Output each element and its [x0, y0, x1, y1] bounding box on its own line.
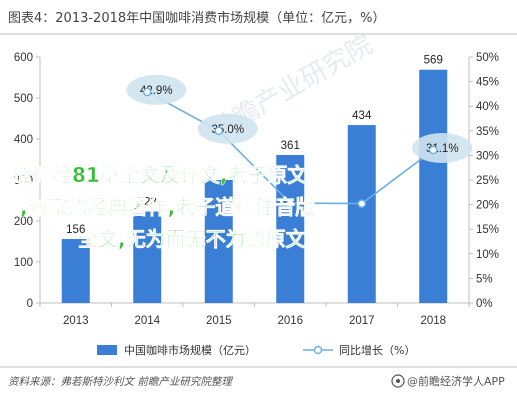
growth-point: [285, 198, 295, 208]
brand-label: @前瞻经济学人APP: [407, 374, 505, 388]
bar: [133, 211, 162, 303]
growth-point: [142, 87, 152, 97]
plot-area: 0 100 200 300 400 500 600 0% 5% 10% 15% 20% 25% 30% 35…: [14, 52, 499, 327]
x-tick-label: 2014: [134, 315, 160, 327]
overlay-line-3: 全文,无为而无不为的原文: [77, 227, 307, 251]
growth-label-bubble: [126, 74, 187, 105]
overlay-line-2: ,道家的经典著作,老子道德注音版: [20, 195, 315, 219]
x-tick-label: 2016: [277, 315, 303, 327]
overlay-banner: 道德经81章全文及译文,老子原文 ,道家的经典著作,老子道德注音版 全文,无为而…: [12, 163, 316, 252]
y-right-tick-label: 25%: [476, 175, 499, 187]
bar-value-label: 223: [138, 197, 157, 209]
bar: [61, 239, 90, 303]
y-right-tick-label: 45%: [476, 77, 499, 89]
growth-label-bubble: [197, 113, 258, 144]
y-right-tick-label: 50%: [476, 52, 499, 64]
y-right-tick-label: 35%: [476, 126, 499, 138]
legend-line-marker: [313, 345, 323, 355]
y-right-tick-label: 5%: [476, 273, 493, 285]
growth-label-bubble: [412, 132, 473, 163]
bar-value-label: 569: [424, 55, 443, 67]
bar: [276, 154, 305, 303]
legend-bar-label: 中国咖啡市场规模（亿元）: [124, 343, 256, 357]
legend: 中国咖啡市场规模（亿元） 同比增长（%）: [97, 343, 415, 357]
legend-bar-swatch: [97, 345, 117, 355]
source-note: 资料来源：弗若斯特沙利文 前瞻产业研究院整理: [8, 376, 233, 388]
x-tick-label: 2017: [349, 315, 375, 327]
x-tick-label: 2015: [206, 315, 232, 327]
overlay-line-1: 道德经81章全文及译文,老子原文: [12, 163, 308, 187]
x-tick-label: 2013: [63, 315, 89, 327]
y-left-tick-label: 0: [27, 298, 33, 310]
y-right-tick-label: 30%: [476, 150, 499, 162]
y-left-tick-label: 600: [14, 52, 33, 64]
y-right-tick-label: 40%: [476, 101, 499, 113]
x-tick-label: 2018: [420, 315, 446, 327]
bar: [347, 125, 376, 303]
bar-value-label: 156: [66, 224, 85, 236]
growth-point: [214, 126, 224, 136]
bar-value-label: 361: [281, 140, 300, 152]
y-left-tick-label: 500: [14, 93, 33, 105]
bar: [204, 180, 233, 303]
y-left-tick-label: 200: [14, 216, 33, 228]
y-left-tick-label: 400: [14, 134, 33, 146]
bar: [419, 69, 448, 304]
chart-title: 图表4：2013-2018年中国咖啡消费市场规模（单位：亿元，%）: [8, 10, 385, 26]
y-right-tick-label: 20%: [476, 200, 499, 212]
growth-point: [357, 199, 367, 208]
legend-line-label: 同比增长（%）: [339, 343, 415, 357]
y-right-tick-label: 15%: [476, 224, 499, 236]
frontline-logo-icon: [391, 374, 405, 388]
y-right-tick-label: 10%: [476, 249, 499, 261]
y-right-tick-label: 0%: [476, 298, 493, 310]
y-left-tick-label: 300: [14, 175, 33, 187]
y-left-tick-label: 100: [14, 257, 33, 269]
growth-point: [428, 145, 438, 155]
bar-value-label: 434: [352, 110, 372, 122]
